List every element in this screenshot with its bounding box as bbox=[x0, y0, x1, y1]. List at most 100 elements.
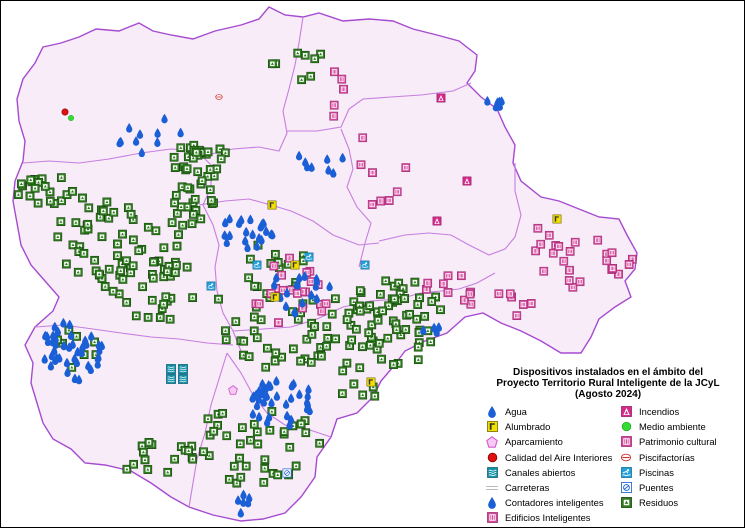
fish-farm-marker bbox=[215, 94, 223, 100]
air-quality-marker bbox=[61, 108, 69, 116]
heritage-marker bbox=[602, 256, 612, 266]
waste-marker bbox=[296, 419, 306, 429]
heritage-marker bbox=[274, 318, 283, 328]
waste-marker bbox=[78, 193, 87, 203]
waste-marker bbox=[383, 333, 393, 343]
legend-label: Carreteras bbox=[505, 482, 550, 494]
waste-marker bbox=[144, 437, 154, 447]
streetlight-marker bbox=[366, 377, 376, 387]
heritage-marker bbox=[494, 289, 504, 299]
waste-marker bbox=[244, 273, 254, 283]
heritage-marker bbox=[607, 248, 617, 258]
waste-marker bbox=[100, 282, 110, 291]
waste-marker bbox=[25, 191, 35, 201]
waste-marker bbox=[218, 408, 228, 418]
waste-marker bbox=[149, 257, 158, 267]
heritage-marker bbox=[443, 288, 453, 297]
waste-marker bbox=[260, 455, 270, 465]
heritage-marker bbox=[559, 256, 569, 266]
waste-marker bbox=[61, 259, 71, 269]
heritage-marker bbox=[443, 271, 453, 281]
waste-marker bbox=[113, 251, 122, 261]
waste-marker bbox=[296, 356, 306, 366]
waste-marker bbox=[249, 419, 259, 429]
waste-marker bbox=[45, 196, 55, 206]
legend-label: Edificios Inteligentes bbox=[505, 512, 591, 524]
heritage-marker bbox=[329, 100, 339, 110]
waste-marker bbox=[16, 179, 26, 189]
waste-marker bbox=[381, 276, 391, 286]
waste-marker bbox=[331, 334, 341, 344]
fish-farm-icon bbox=[619, 451, 633, 463]
environment-dot-icon bbox=[619, 421, 633, 433]
canal-marker bbox=[166, 364, 176, 374]
waste-marker bbox=[323, 333, 333, 343]
waste-marker bbox=[79, 248, 89, 258]
legend-label: Canales abiertos bbox=[505, 466, 576, 478]
waste-marker bbox=[122, 297, 132, 307]
waste-marker bbox=[316, 351, 326, 361]
waste-marker bbox=[183, 183, 193, 193]
waste-marker bbox=[291, 461, 301, 471]
heritage-marker bbox=[269, 261, 279, 271]
legend-label: Residuos bbox=[639, 497, 679, 509]
waste-marker bbox=[199, 447, 208, 457]
heritage-marker bbox=[358, 133, 368, 143]
parking-pentagon-icon bbox=[485, 436, 499, 448]
waste-marker bbox=[288, 344, 298, 354]
waste-marker bbox=[214, 294, 223, 304]
waste-marker bbox=[165, 314, 175, 324]
waste-marker bbox=[216, 154, 226, 164]
waste-marker bbox=[267, 59, 277, 69]
heritage-marker bbox=[512, 311, 522, 321]
legend-label: Aparcamiento bbox=[505, 436, 563, 448]
waste-marker bbox=[310, 54, 320, 64]
waste-marker bbox=[191, 147, 201, 157]
waste-marker bbox=[297, 75, 307, 85]
waste-marker bbox=[178, 220, 188, 230]
waste-marker bbox=[235, 453, 244, 463]
legend-column-right: Incendios Medio ambiente Patrimonio cult… bbox=[619, 404, 739, 526]
waste-marker bbox=[182, 262, 192, 272]
canal-marker bbox=[178, 374, 188, 384]
waste-marker bbox=[40, 181, 50, 191]
waste-marker bbox=[53, 232, 63, 242]
waste-marker bbox=[405, 309, 415, 319]
waste-marker bbox=[300, 50, 310, 60]
waste-marker bbox=[241, 461, 251, 471]
waste-marker bbox=[138, 282, 148, 292]
waste-marker bbox=[90, 255, 100, 265]
legend-column-left: Agua Alumbrado Aparcamiento Calidad del … bbox=[485, 404, 619, 526]
waste-marker bbox=[129, 459, 139, 469]
legend-title: Dispositivos instalados en el ámbito del… bbox=[477, 367, 739, 400]
waste-marker bbox=[203, 414, 213, 424]
heritage-marker bbox=[356, 160, 366, 170]
waste-marker bbox=[239, 336, 249, 346]
waste-marker bbox=[410, 277, 420, 287]
heritage-marker bbox=[456, 271, 466, 281]
heritage-marker bbox=[593, 235, 603, 245]
waste-marker bbox=[169, 152, 179, 162]
waste-marker bbox=[205, 165, 215, 174]
waste-marker bbox=[389, 360, 398, 369]
waste-marker bbox=[116, 266, 126, 276]
legend-item-aparcamiento: Aparcamiento bbox=[485, 434, 619, 449]
waste-marker bbox=[162, 267, 172, 277]
waste-marker bbox=[322, 322, 332, 332]
fire-icon bbox=[619, 406, 633, 418]
bridge-marker bbox=[282, 468, 292, 478]
waste-marker bbox=[151, 226, 161, 236]
legend-item-edificios: Edificios Inteligentes bbox=[485, 510, 619, 525]
canal-icon bbox=[485, 466, 499, 478]
legend-label: Piscinas bbox=[639, 466, 674, 478]
smart-building-icon bbox=[485, 512, 499, 524]
legend-item-canales: Canales abiertos bbox=[485, 465, 619, 480]
waste-marker bbox=[271, 348, 281, 358]
heritage-marker bbox=[339, 84, 348, 94]
waste-marker bbox=[148, 273, 158, 283]
waste-marker bbox=[13, 190, 23, 200]
heritage-marker bbox=[526, 299, 536, 308]
waste-marker bbox=[131, 311, 141, 321]
heritage-marker bbox=[329, 111, 339, 121]
